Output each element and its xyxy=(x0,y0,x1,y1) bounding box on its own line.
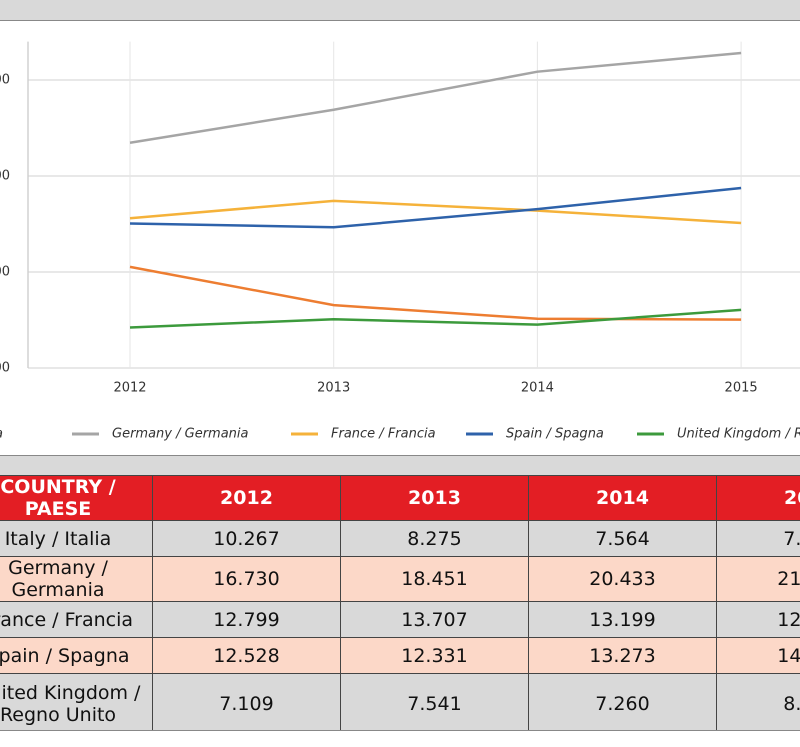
table-row: United Kingdom / Regno Unito7.1097.5417.… xyxy=(0,673,800,735)
value-cell: 20.433 xyxy=(528,556,717,602)
value-cell: 7.564 xyxy=(528,520,717,557)
x-tick-label: 2013 xyxy=(317,381,350,396)
value-cell: 12.528 xyxy=(152,637,341,674)
country-cell: Germany / Germania xyxy=(0,556,153,602)
value-cell: 12.552 xyxy=(716,601,800,638)
x-tick-label: 2015 xyxy=(725,381,758,396)
legend-label: United Kingdom / Regno Unito xyxy=(677,427,800,442)
header-cell: COUNTRY / PAESE xyxy=(0,475,153,521)
series-line xyxy=(129,265,742,321)
legend-label: Spain / Spagna xyxy=(506,427,604,442)
legend-label: France / Francia xyxy=(331,427,436,442)
header-cell: 2012 xyxy=(152,475,341,521)
value-cell: 10.267 xyxy=(152,520,341,557)
country-cell: Italy / Italia xyxy=(0,520,153,557)
y-tick-label: 20.000 xyxy=(0,73,10,88)
value-cell: 21.406 xyxy=(716,556,800,602)
value-cell: 8.030 xyxy=(716,673,800,735)
header-cell: 2014 xyxy=(528,475,717,521)
country-cell: United Kingdom / Regno Unito xyxy=(0,673,153,735)
x-tick-label: 2012 xyxy=(113,381,146,396)
series-line xyxy=(129,186,742,229)
series-line xyxy=(129,199,742,225)
value-cell: 13.199 xyxy=(528,601,717,638)
header-row: COUNTRY / PAESE2012201320142015 xyxy=(0,475,800,521)
value-cell: 7.109 xyxy=(152,673,341,735)
data-table: COUNTRY / PAESE2012201320142015Italy / I… xyxy=(0,475,800,735)
series-line xyxy=(129,308,742,329)
country-cell: France / Francia xyxy=(0,601,153,638)
legend-label: Germany / Germania xyxy=(112,427,249,442)
header-cell: 2013 xyxy=(340,475,529,521)
legend-label: Italy / Italia xyxy=(0,427,3,442)
value-cell: 7.521 xyxy=(716,520,800,557)
x-tick-label: 2014 xyxy=(521,381,554,396)
table-wrap: COUNTRY / PAESE2012201320142015Italy / I… xyxy=(0,475,800,735)
value-cell: 16.730 xyxy=(152,556,341,602)
value-cell: 12.799 xyxy=(152,601,341,638)
y-tick-label: 5.000 xyxy=(0,361,10,376)
value-cell: 8.275 xyxy=(340,520,529,557)
table-row: Germany / Germania16.73018.45120.43321.4… xyxy=(0,556,800,602)
y-tick-label: 15.000 xyxy=(0,169,10,184)
y-tick-label: 10.000 xyxy=(0,265,10,280)
header-cell: 2015 xyxy=(716,475,800,521)
value-cell: 14.375 xyxy=(716,637,800,674)
value-cell: 13.707 xyxy=(340,601,529,638)
series-line xyxy=(129,51,742,145)
footer xyxy=(0,730,800,747)
value-cell: 18.451 xyxy=(340,556,529,602)
value-cell: 7.260 xyxy=(528,673,717,735)
chart: 5.000 10.000 15.000 20.000 2012 2013 2014 2015 I… xyxy=(0,20,800,456)
country-cell: Spain / Spagna xyxy=(0,637,153,674)
value-cell: 7.541 xyxy=(340,673,529,735)
value-cell: 12.331 xyxy=(340,637,529,674)
value-cell: 13.273 xyxy=(528,637,717,674)
